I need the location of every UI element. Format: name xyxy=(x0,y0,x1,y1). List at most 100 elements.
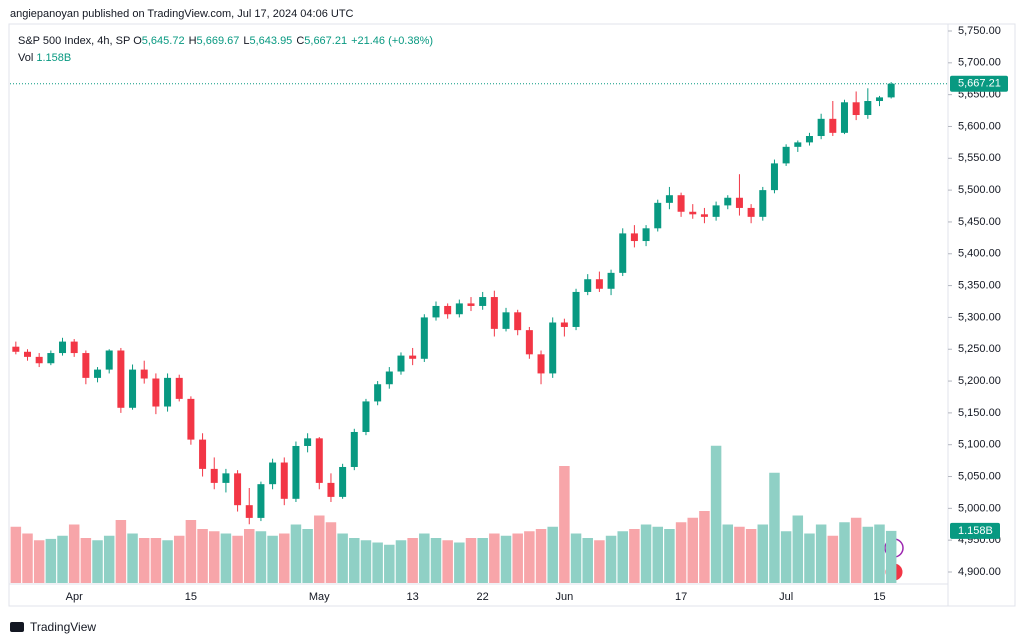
candle-body xyxy=(817,118,825,137)
ohlc-key: H xyxy=(188,35,197,47)
candle-body xyxy=(35,356,43,364)
candle-body xyxy=(24,351,32,357)
candle-body xyxy=(140,369,148,379)
y-tick-label: 5,750.00 xyxy=(958,25,1001,37)
ohlc-key: C xyxy=(296,35,305,47)
candle-body xyxy=(70,341,78,354)
y-tick-label: 5,400.00 xyxy=(958,248,1001,260)
volume-bar xyxy=(45,538,57,583)
candle-body xyxy=(840,102,848,133)
candle-body xyxy=(374,384,382,402)
volume-bar xyxy=(267,535,278,583)
volume-bar xyxy=(279,533,290,583)
candle-body xyxy=(350,431,358,467)
y-tick-label: 5,000.00 xyxy=(958,502,1001,514)
candle-body xyxy=(735,197,743,208)
volume-bar xyxy=(769,472,780,583)
volume-bar xyxy=(512,533,523,583)
volume-bar xyxy=(220,533,232,583)
x-tick-label: Jun xyxy=(556,591,574,603)
candle-body xyxy=(315,438,323,483)
candle-body xyxy=(327,482,335,497)
candle-body xyxy=(782,146,790,164)
candle-body xyxy=(747,207,755,217)
candle-body xyxy=(794,142,802,147)
candle-body xyxy=(339,466,347,497)
volume-bar xyxy=(80,538,92,583)
volume-bar xyxy=(185,520,197,583)
candle-body xyxy=(292,445,300,499)
candle-body xyxy=(409,355,417,359)
volume-bar xyxy=(722,524,734,583)
volume-bar xyxy=(874,524,885,583)
y-tick-label: 5,050.00 xyxy=(958,470,1001,482)
volume-bar xyxy=(605,535,617,583)
y-tick-label: 5,250.00 xyxy=(958,343,1001,355)
volume-bar xyxy=(244,529,255,583)
candle-body xyxy=(187,398,195,440)
candle-body xyxy=(724,197,732,206)
candle-body xyxy=(607,272,615,289)
volume-bar xyxy=(150,538,162,583)
y-tick-label: 5,500.00 xyxy=(958,184,1001,196)
y-tick-label: 5,600.00 xyxy=(958,120,1001,132)
x-tick-label: 13 xyxy=(407,591,419,603)
candle-body xyxy=(105,350,113,370)
y-tick-label: 5,550.00 xyxy=(958,152,1001,164)
volume-bar xyxy=(594,540,605,583)
volume-bar xyxy=(430,538,442,583)
candle-body xyxy=(852,102,860,116)
volume-bar xyxy=(710,445,722,583)
volume-tag xyxy=(950,522,1000,539)
volume-bar xyxy=(862,526,874,583)
ohlc-key: L xyxy=(243,35,250,47)
y-tick-label: 5,450.00 xyxy=(958,216,1001,228)
volume-bar xyxy=(745,529,757,583)
volume-bar xyxy=(687,517,699,583)
volume-bar xyxy=(162,540,173,583)
volume-bar xyxy=(792,515,804,583)
y-tick-label: 5,700.00 xyxy=(958,57,1001,69)
candle-body xyxy=(689,211,697,215)
ohlc-key: O xyxy=(133,35,142,47)
volume-bar xyxy=(290,524,302,583)
candle-body xyxy=(887,83,895,98)
ohlc-row: S&P 500 Index, 4h, SP O5,645.72 H5,669.67… xyxy=(18,33,437,50)
y-tick-label: 5,200.00 xyxy=(958,375,1001,387)
x-tick-label: May xyxy=(309,591,330,603)
candle-body xyxy=(642,228,650,242)
volume-bar xyxy=(885,530,897,583)
volume-bar xyxy=(173,535,185,583)
y-tick-label: 4,900.00 xyxy=(958,566,1001,578)
published-note: angiepanoyan published on TradingView.co… xyxy=(10,8,354,20)
candle-body xyxy=(164,377,172,407)
volume-bar xyxy=(570,533,582,583)
candle-body xyxy=(479,297,487,306)
volume-bar xyxy=(442,540,453,583)
volume-bar xyxy=(757,524,769,583)
volume-bar xyxy=(839,522,850,583)
volume-bar xyxy=(232,535,243,583)
candle-body xyxy=(59,341,67,354)
candle-body xyxy=(245,505,253,518)
x-tick-label: 15 xyxy=(185,591,197,603)
candle-body xyxy=(770,163,778,191)
volume-bar xyxy=(255,531,267,583)
candle-body xyxy=(595,279,603,289)
candle-body xyxy=(654,202,662,229)
volume-bar xyxy=(629,529,640,583)
volume-bar xyxy=(325,522,337,583)
volume-bar xyxy=(815,524,827,583)
candle-body xyxy=(420,317,428,359)
volume-bar xyxy=(197,529,208,583)
volume-bar xyxy=(454,542,465,583)
x-tick-label: Apr xyxy=(66,591,83,603)
volume-bar xyxy=(559,466,570,583)
ohlc-value: 5,669.67 xyxy=(196,35,240,47)
volume-bar xyxy=(699,511,710,583)
candle-body xyxy=(549,322,557,374)
candle-body xyxy=(234,473,242,506)
volume-bar xyxy=(547,526,558,583)
volume-bar xyxy=(314,515,325,583)
